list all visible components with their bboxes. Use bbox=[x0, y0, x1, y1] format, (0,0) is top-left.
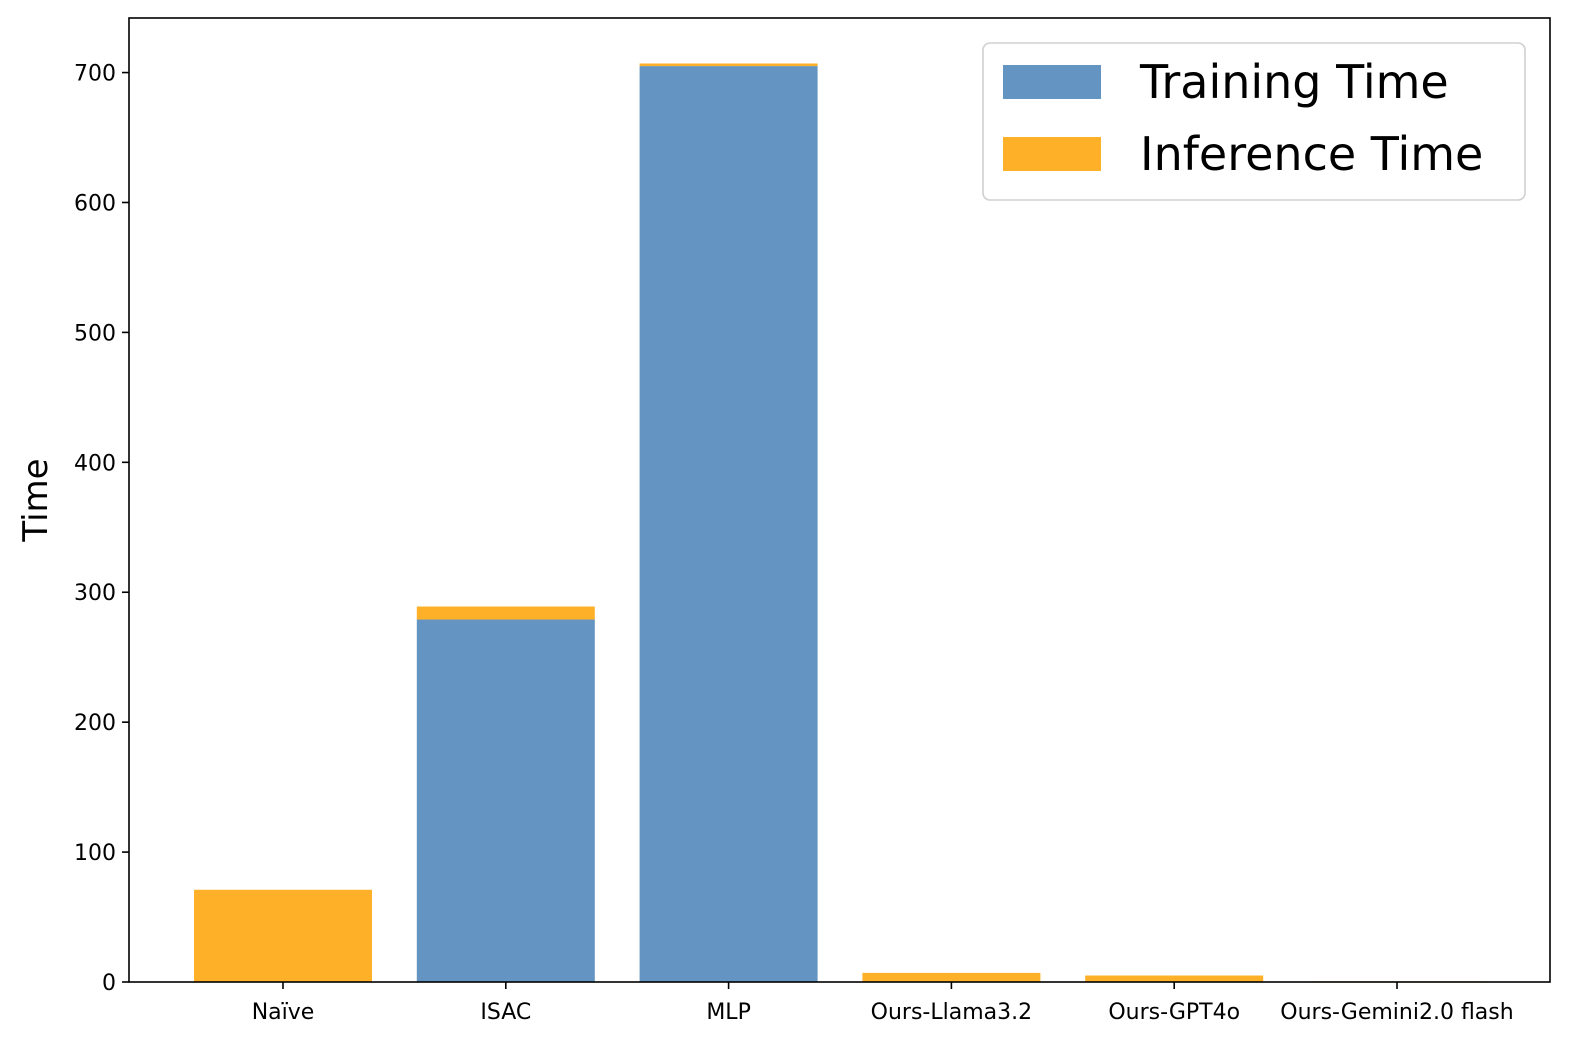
y-tick-label: 200 bbox=[74, 711, 116, 736]
bar-inference-time-3 bbox=[862, 972, 1041, 982]
y-tick-label: 700 bbox=[74, 62, 116, 87]
legend-label-inference-time: Inference Time bbox=[1140, 127, 1483, 181]
bar-inference-time-4 bbox=[1085, 975, 1264, 982]
y-axis-title: Time bbox=[16, 458, 56, 542]
legend-frame bbox=[982, 42, 1526, 201]
y-tick-label: 400 bbox=[74, 451, 116, 476]
legend-label-training-time: Training Time bbox=[1139, 55, 1449, 109]
legend-swatch-inference-time bbox=[1003, 137, 1101, 171]
y-tick-label: 100 bbox=[74, 841, 116, 866]
y-tick-label: 0 bbox=[102, 971, 116, 996]
plot-frame bbox=[128, 17, 1551, 983]
bars-layer bbox=[194, 63, 1486, 983]
legend: Training Time Inference Time bbox=[982, 42, 1526, 201]
bar-inference-time-2 bbox=[639, 63, 818, 67]
axes-layer bbox=[128, 17, 1551, 983]
y-tick-label: 600 bbox=[74, 191, 116, 216]
bar-inference-time-0 bbox=[194, 889, 372, 982]
x-tick-label: MLP bbox=[706, 1000, 751, 1025]
bar-training-time-1 bbox=[416, 619, 595, 982]
x-tick-label: Ours-GPT4o bbox=[1108, 1000, 1240, 1025]
legend-swatch-training-time bbox=[1003, 65, 1101, 99]
bar-inference-time-1 bbox=[416, 606, 595, 620]
x-tick-label: Ours-Gemini2.0 flash bbox=[1280, 1000, 1513, 1025]
x-tick-label: ISAC bbox=[480, 1000, 531, 1025]
x-axis-ticks: Naïve ISAC MLP Ours-Llama3.2 Ours-GPT4o Ours-… bbox=[252, 982, 1514, 1025]
x-tick-label: Naïve bbox=[252, 1000, 315, 1025]
x-tick-label: Ours-Llama3.2 bbox=[871, 1000, 1032, 1025]
y-axis-ticks: 0 100 200 300 400 500 600 700 bbox=[74, 62, 129, 996]
y-tick-label: 500 bbox=[74, 321, 116, 346]
bar-training-time-2 bbox=[639, 66, 818, 983]
y-tick-label: 300 bbox=[74, 581, 116, 606]
